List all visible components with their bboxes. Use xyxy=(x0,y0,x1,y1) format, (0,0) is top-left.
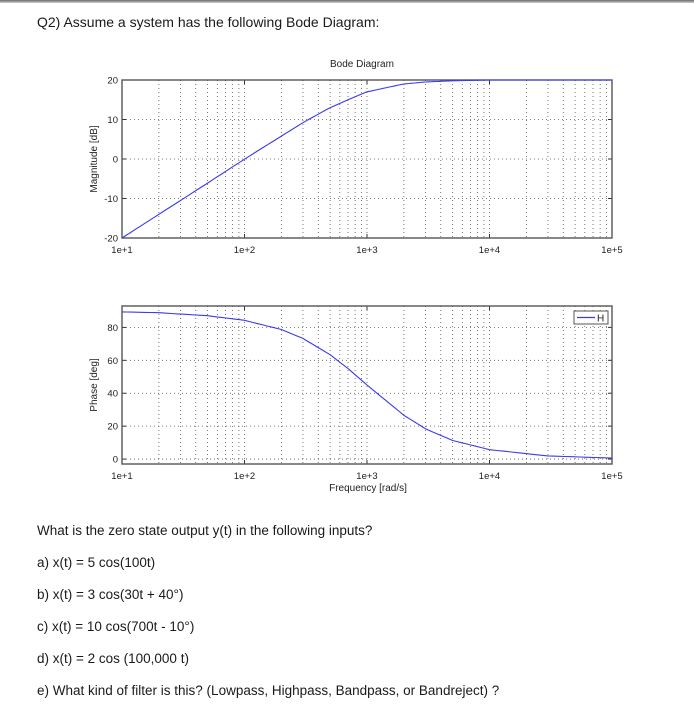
y-axis-label: Phase [deg] xyxy=(89,358,100,412)
question-intro: What is the zero state output y(t) in th… xyxy=(37,523,373,538)
bode-figure: Bode Diagram -20 -10 0 10 20 1e+1 1e+2 1e+3 1e+4… xyxy=(89,59,623,495)
x-tick-label: 1e+4 xyxy=(479,471,500,482)
y-tick-label: 10 xyxy=(107,115,118,126)
x-tick-label: 1e+5 xyxy=(601,471,622,482)
question-d: d) x(t) = 2 cos (100,000 t) xyxy=(37,651,189,666)
y-axis-label: Magnitude [dB] xyxy=(89,125,100,192)
question-e: e) What kind of filter is this? (Lowpass… xyxy=(37,683,500,698)
question-c: c) x(t) = 10 cos(700t - 10°) xyxy=(37,619,195,634)
series-line-h xyxy=(121,79,612,239)
chart-title: Bode Diagram xyxy=(330,59,394,70)
y-tick-label: -10 xyxy=(104,194,118,205)
x-tick-label: 1e+2 xyxy=(234,245,255,256)
x-tick-label: 1e+3 xyxy=(356,245,377,256)
phase-plot: 0 20 40 60 80 1e+1 1e+2 1e+3 1e+4 1e+5 Phase [deg]… xyxy=(89,305,623,494)
plot-frame xyxy=(121,79,613,239)
y-tick-label: 0 xyxy=(113,155,118,166)
x-tick-label: 1e+2 xyxy=(234,471,255,482)
y-tick-label: 40 xyxy=(107,389,118,400)
x-tick-label: 1e+3 xyxy=(356,471,377,482)
x-tick-label: 1e+4 xyxy=(479,245,500,256)
magnitude-plot: -20 -10 0 10 20 1e+1 1e+2 1e+3 1e+4 1e+5 Magnitude… xyxy=(89,76,623,257)
legend: H xyxy=(573,310,609,325)
x-tick-label: 1e+1 xyxy=(111,245,132,256)
y-tick-label: 60 xyxy=(107,356,118,367)
y-tick-label: 80 xyxy=(107,323,118,334)
x-tick-label: 1e+1 xyxy=(111,471,132,482)
y-tick-label: 20 xyxy=(107,76,118,87)
series-line-h xyxy=(121,311,613,459)
plot-frame xyxy=(121,305,613,465)
question-a: a) x(t) = 5 cos(100t) xyxy=(37,555,156,570)
y-tick-label: -20 xyxy=(104,234,118,245)
y-tick-label: 0 xyxy=(113,455,118,466)
bode-plot-svg: -20 -10 0 10 20 1e+1 1e+2 1e+3 1e+4 1e+5 Magnitude… xyxy=(89,76,623,495)
y-tick-label: 20 xyxy=(107,422,118,433)
x-axis-label: Frequency [rad/s] xyxy=(329,483,407,494)
question-title: Q2) Assume a system has the following Bo… xyxy=(37,14,380,30)
question-b: b) x(t) = 3 cos(30t + 40°) xyxy=(37,587,184,602)
x-tick-label: 1e+5 xyxy=(601,245,622,256)
legend-label: H xyxy=(597,314,604,325)
page-top-border xyxy=(0,0,694,3)
